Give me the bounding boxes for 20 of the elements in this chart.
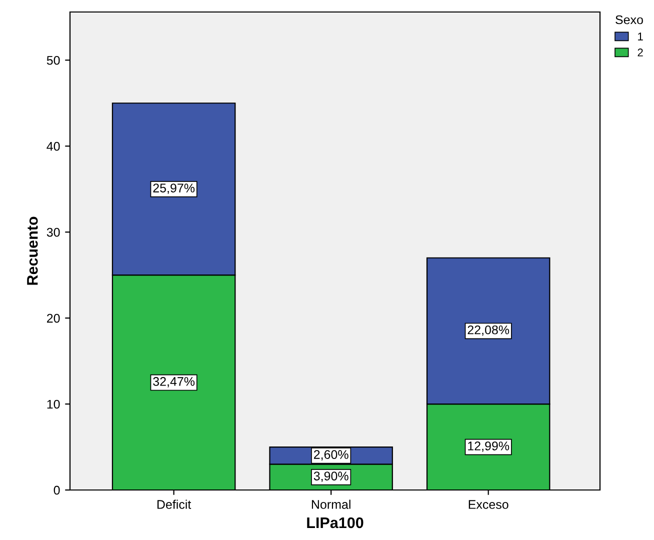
y-tick-label: 40 [46,142,60,151]
x-tick-label: Normal [312,500,350,509]
x-tick-label: Exceso [468,500,508,509]
y-tick-label: 50 [46,56,60,65]
y-tick-label: 30 [46,228,60,237]
legend-label: 1 [638,32,643,40]
annotation: 32,47% [153,377,195,388]
x-axis-title: LIPa100 [307,517,364,528]
y-tick-label: 10 [47,400,60,409]
y-tick-label: 20 [47,314,60,323]
y-tick-label: 0 [54,486,60,495]
annotation: 3,90% [314,472,348,482]
legend-title: Sexo [616,15,643,24]
annotation: 12,99% [468,442,510,452]
annotation: 2,60% [314,450,348,460]
y-axis-title: Recuento [27,216,38,285]
annotation: 22,08% [468,325,510,336]
legend-label: 2 [638,48,643,56]
annotation: 25,97% [153,184,195,194]
x-tick-label: Deficit [157,500,192,509]
